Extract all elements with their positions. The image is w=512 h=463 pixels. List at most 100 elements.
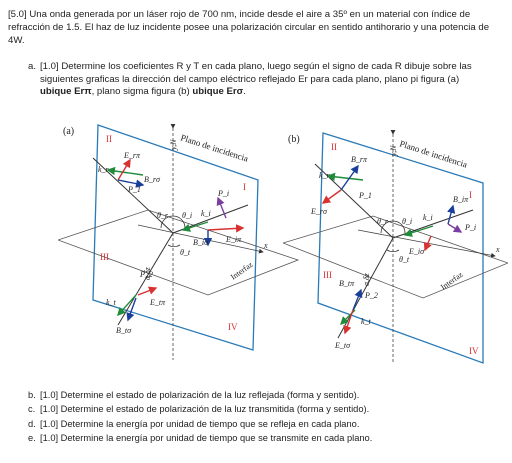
question-d-text: [1.0] Determine la energía por unidad de… bbox=[40, 418, 360, 429]
figure-b-interface-label: Interfaz bbox=[439, 270, 465, 292]
label-bisigma: B_iσ bbox=[193, 238, 209, 247]
label-ersigma: E_rσ bbox=[310, 207, 328, 216]
incidence-plane bbox=[317, 132, 484, 364]
question-c: c. [1.0] Determine el estado de polariza… bbox=[28, 402, 500, 416]
figure-b-quadrant-iv: IV bbox=[469, 346, 479, 356]
question-b: b. [1.0] Determine el estado de polariza… bbox=[28, 388, 500, 402]
figure-a-quadrant-iv: IV bbox=[228, 322, 238, 332]
figure-a-drawing bbox=[58, 124, 300, 360]
label-p1: P_1 bbox=[127, 185, 141, 194]
ki-vector bbox=[181, 221, 209, 232]
label-kt: k_t bbox=[361, 317, 372, 326]
label-y-n: y,N bbox=[389, 145, 398, 157]
question-a: a. [1.0] Determine los coeficientes R y … bbox=[28, 61, 485, 99]
question-b-number: b. bbox=[28, 390, 36, 400]
label-p1: P_1 bbox=[358, 191, 372, 200]
question-a-bold-1: ubique Erπ bbox=[40, 86, 92, 97]
label-theta-i: θ_i bbox=[402, 217, 412, 226]
question-c-text: [1.0] Determine el estado de polarizació… bbox=[40, 404, 370, 415]
label-theta-t: θ_t bbox=[399, 255, 410, 264]
eipi-vector bbox=[207, 224, 245, 233]
question-e-text: [1.0] Determine la energía por unidad de… bbox=[40, 432, 373, 443]
pi-vector bbox=[216, 196, 227, 219]
brpi-vector bbox=[340, 164, 359, 191]
label-kr: k_r bbox=[319, 171, 331, 180]
incidence-plane bbox=[92, 124, 259, 351]
question-a-text-1: [1.0] Determine los coeficientes R y T e… bbox=[40, 61, 472, 85]
x-axis bbox=[137, 224, 264, 254]
figure-a-vector-labels: E_rπ k_r B_rσ P_1 θ_r θ_i k_i P_i B_iσ E… bbox=[98, 139, 268, 335]
kt-vector bbox=[117, 294, 137, 317]
label-btsigma: B_tσ bbox=[116, 326, 132, 335]
x-axis bbox=[357, 229, 496, 258]
interface-plane bbox=[283, 215, 508, 299]
question-a-text-3: . bbox=[243, 86, 246, 97]
figure-b-plane-label: Plano de incidencia bbox=[398, 138, 468, 169]
figure-b-drawing bbox=[283, 130, 508, 364]
problem-statement: [5.0] Una onda generada por un láser roj… bbox=[8, 9, 490, 46]
label-y-n: y,N bbox=[169, 139, 178, 151]
label-sigma-dz: σ,δz bbox=[143, 266, 152, 280]
label-x: x bbox=[495, 245, 500, 254]
question-a-bold-2: ubique Erσ bbox=[192, 86, 244, 97]
label-btpi: B_tπ bbox=[339, 279, 355, 288]
erpi-vector bbox=[117, 158, 131, 181]
label-kr: k_r bbox=[98, 165, 110, 174]
transmitted-ray bbox=[117, 232, 174, 326]
label-p2: P_2 bbox=[139, 270, 153, 279]
kr-vector bbox=[106, 166, 144, 176]
label-brpi: B_rπ bbox=[351, 155, 368, 164]
reflected-ray bbox=[92, 157, 174, 234]
label-x: x bbox=[263, 241, 268, 250]
label-sigma-dz: σ,δz bbox=[362, 272, 371, 286]
figure-a-quadrant-iii: III bbox=[100, 252, 109, 262]
eisigma-vector bbox=[423, 235, 432, 252]
label-ki: k_i bbox=[423, 213, 433, 222]
label-theta-t: θ_t bbox=[180, 248, 191, 257]
question-a-number: a. bbox=[28, 61, 37, 72]
question-a-text-2: , plano sigma figura (b) bbox=[91, 86, 193, 97]
ki-vector bbox=[403, 225, 434, 237]
brsigma-vector bbox=[117, 179, 145, 188]
figure-b-quadrant-iii: III bbox=[323, 270, 332, 280]
btpi-vector bbox=[352, 288, 363, 311]
label-kt: k_t bbox=[106, 298, 117, 307]
figure-b-quadrant-i: I bbox=[469, 190, 472, 200]
question-c-number: c. bbox=[28, 404, 36, 415]
label-ki: k_i bbox=[201, 209, 211, 218]
label-bipi: B_iπ bbox=[453, 195, 469, 204]
figure-a-tag: (a) bbox=[63, 126, 74, 137]
figure-b-vector-labels: B_rπ k_r E_rσ P_1 θ_r θ_i k_i B_iπ P_i E… bbox=[310, 145, 500, 350]
figure-b-quadrant-ii: II bbox=[331, 142, 337, 152]
label-eipi: E_iπ bbox=[225, 235, 242, 244]
label-etsigma: E_tσ bbox=[334, 341, 351, 350]
label-erpi: E_rπ bbox=[123, 151, 141, 160]
kr-vector bbox=[326, 172, 364, 181]
label-p2: P_2 bbox=[364, 291, 378, 300]
ersigma-vector bbox=[321, 189, 342, 204]
interface-plane bbox=[58, 209, 300, 296]
bipi-vector bbox=[447, 204, 456, 225]
label-etpi: E_tπ bbox=[149, 298, 166, 307]
question-b-text: [1.0] Determine el estado de polarizació… bbox=[40, 390, 360, 400]
pi-vector bbox=[447, 223, 463, 233]
question-d-number: d. bbox=[28, 418, 36, 429]
figure-a: (a) Plano de incidencia Interfaz II I II… bbox=[58, 120, 308, 370]
figure-a-quadrant-ii: II bbox=[106, 134, 112, 144]
etpi-vector bbox=[137, 286, 158, 296]
question-list: b. [1.0] Determine el estado de polariza… bbox=[28, 388, 500, 445]
etsigma-vector bbox=[343, 309, 354, 335]
label-pi: P_i bbox=[464, 223, 476, 232]
label-theta-r: θ_r bbox=[377, 217, 389, 226]
label-theta-r: θ_r bbox=[157, 211, 169, 220]
question-e-number: e. bbox=[28, 432, 36, 443]
figure-b-tag: (b) bbox=[288, 134, 300, 145]
question-e: e. [1.0] Determine la energía por unidad… bbox=[28, 431, 500, 445]
btsigma-vector bbox=[126, 297, 137, 322]
figure-b: (b) Plano de incidencia Interfaz II I II… bbox=[283, 128, 508, 373]
question-d: d. [1.0] Determine la energía por unidad… bbox=[28, 417, 500, 431]
figure-a-quadrant-i: I bbox=[243, 182, 246, 192]
label-theta-i: θ_i bbox=[182, 211, 192, 220]
label-pi: P_i bbox=[217, 189, 229, 198]
figure-a-plane-label: Plano de incidencia bbox=[179, 132, 249, 163]
